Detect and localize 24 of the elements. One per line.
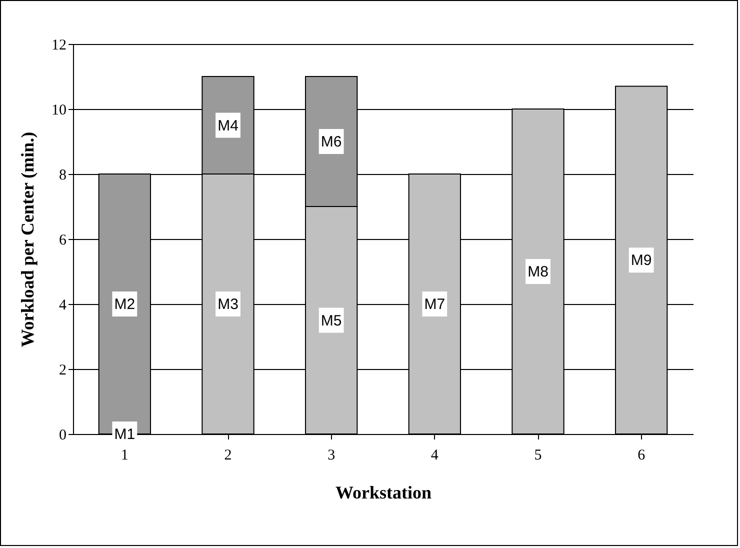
x-tick-label: 1 bbox=[120, 448, 128, 464]
y-tick-label: 6 bbox=[59, 232, 67, 248]
x-tick-label: 5 bbox=[534, 448, 542, 464]
data-label: M7 bbox=[424, 296, 446, 313]
data-label: M6 bbox=[320, 134, 342, 150]
y-tick-label: 10 bbox=[52, 102, 66, 118]
data-label: M8 bbox=[528, 264, 548, 280]
data-label: M9 bbox=[630, 252, 652, 270]
data-label: M2 bbox=[114, 296, 136, 313]
data-label: M3 bbox=[218, 296, 238, 313]
y-tick-label: 2 bbox=[59, 362, 66, 378]
y-axis-title: Workload per Center (min.) bbox=[18, 132, 38, 348]
data-label: M5 bbox=[320, 312, 342, 330]
x-axis-title: Workstation bbox=[335, 482, 432, 502]
y-tick-label: 8 bbox=[59, 168, 66, 184]
y-tick-label: 0 bbox=[59, 428, 66, 444]
x-tick-label: 6 bbox=[638, 448, 646, 464]
x-tick-label: 4 bbox=[430, 448, 439, 464]
x-tick-label: 2 bbox=[224, 448, 232, 464]
y-tick-label: 4 bbox=[59, 298, 67, 314]
y-tick-label: 12 bbox=[52, 38, 66, 54]
x-tick-label: 3 bbox=[328, 448, 336, 464]
data-label: M1 bbox=[114, 426, 136, 443]
data-label: M4 bbox=[218, 117, 238, 134]
